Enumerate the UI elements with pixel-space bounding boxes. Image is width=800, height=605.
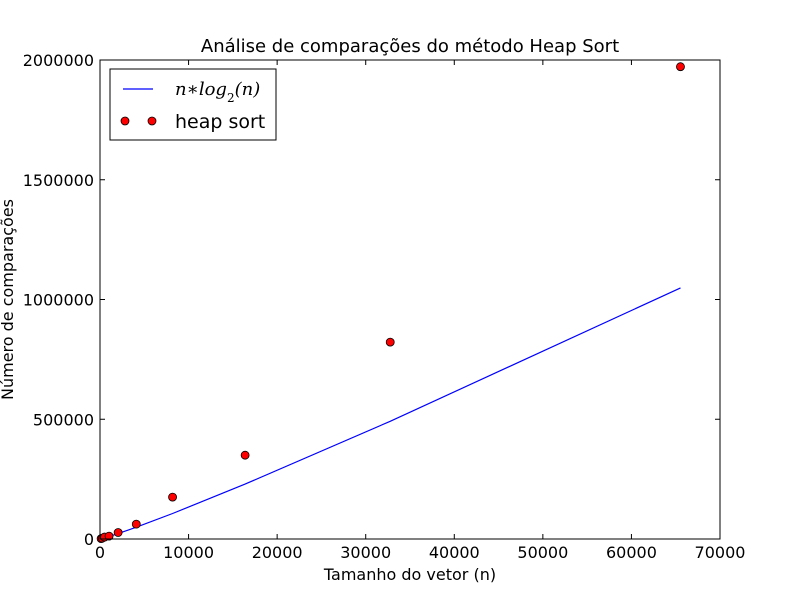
- y-tick-label: 0: [84, 530, 94, 549]
- chart-title: Análise de comparações do método Heap So…: [201, 36, 619, 57]
- legend-label-nlogn: n∗log2(n): [175, 79, 260, 105]
- x-tick-label: 20000: [252, 543, 303, 562]
- x-tick-label: 0: [95, 543, 105, 562]
- y-tick-label: 1000000: [23, 291, 94, 310]
- data-point-heap-sort: [113, 528, 123, 537]
- data-point-heap-sort: [104, 531, 114, 541]
- legend: n∗log2(n) heap sort: [109, 68, 277, 141]
- x-tick-label: 70000: [695, 543, 746, 562]
- legend-label-heap-sort: heap sort: [175, 111, 265, 133]
- legend-label-part: 2: [227, 91, 235, 105]
- legend-marker-swatch: [120, 116, 130, 126]
- axis-ticks: 0 10000 20000 30000 40000 50000 60000 70000 0 500…: [23, 51, 746, 562]
- x-tick-label: 50000: [517, 543, 568, 562]
- y-tick-label: 1500000: [23, 171, 94, 190]
- data-point-heap-sort: [168, 492, 177, 502]
- legend-marker-swatch: [147, 116, 157, 126]
- y-axis-label: Número de comparações: [0, 199, 17, 400]
- data-point-heap-sort: [131, 519, 141, 529]
- x-tick-label: 40000: [429, 543, 480, 562]
- y-tick-label: 500000: [33, 410, 94, 429]
- legend-label-part: (n): [235, 79, 261, 100]
- x-tick-label: 30000: [340, 543, 391, 562]
- data-point-heap-sort: [676, 62, 685, 72]
- data-point-heap-sort: [240, 450, 250, 460]
- x-axis-label: Tamanho do vetor (n): [323, 565, 496, 584]
- y-tick-label: 2000000: [23, 51, 94, 70]
- x-tick-label: 10000: [163, 543, 214, 562]
- data-point-heap-sort: [385, 337, 395, 347]
- x-tick-label: 60000: [606, 543, 657, 562]
- legend-box: [109, 68, 277, 141]
- legend-label-part: n∗log: [175, 79, 227, 100]
